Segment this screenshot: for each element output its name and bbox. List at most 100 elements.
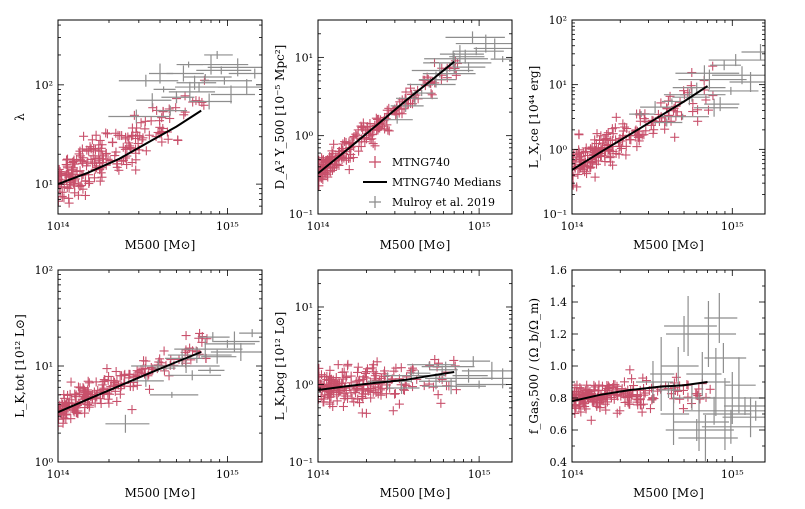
- sim-point: [353, 125, 363, 135]
- panel-2: 10¹⁴ 10¹⁵ 10⁻¹ 10⁰ 10¹ M500 [M⊙] D_A² Y_500 [1…: [273, 19, 513, 252]
- sim-point: [671, 372, 681, 382]
- obs-point: [136, 93, 172, 108]
- sim-point: [70, 181, 80, 191]
- sim-point: [321, 156, 331, 166]
- sim-point: [623, 397, 633, 407]
- sim-point: [349, 385, 359, 395]
- sim-point: [384, 126, 394, 136]
- sim-point: [451, 70, 461, 80]
- sim-point: [656, 98, 666, 108]
- obs-point: [706, 372, 764, 424]
- x-tick-label: 10¹⁵: [721, 220, 744, 233]
- obs-point: [723, 397, 765, 415]
- sim-point: [124, 369, 134, 379]
- sim-point: [390, 389, 400, 399]
- sim-point: [62, 155, 72, 165]
- sim-point: [323, 172, 333, 182]
- sim-point: [96, 146, 106, 156]
- y-tick-label: 10²: [35, 79, 53, 92]
- obs-point: [481, 368, 512, 389]
- sim-point: [586, 415, 596, 425]
- sim-point: [155, 354, 165, 364]
- sim-point: [111, 367, 121, 377]
- sim-point: [132, 123, 142, 133]
- sim-point: [133, 139, 143, 149]
- x-axis-label: M500 [M⊙]: [633, 238, 704, 252]
- legend-entry: MTNG740 Medians: [363, 176, 501, 189]
- y-tick-label: 10⁰: [295, 378, 314, 391]
- sim-point: [371, 387, 381, 397]
- y-tick-label: 10⁰: [35, 456, 54, 469]
- sim-point: [638, 373, 648, 383]
- y-axis-label: L_K,bcg [10¹² L⊙]: [273, 312, 287, 421]
- sim-point: [99, 377, 109, 387]
- sim-point: [345, 153, 355, 163]
- sim-point: [612, 408, 622, 418]
- x-tick-label: 10¹⁴: [561, 220, 584, 233]
- sim-point: [625, 135, 635, 145]
- y-tick-label: 10¹: [295, 51, 313, 64]
- sim-point: [101, 128, 111, 138]
- x-axis-label: M500 [M⊙]: [633, 486, 704, 500]
- sim-point: [104, 398, 114, 408]
- obs-point: [161, 91, 195, 104]
- sim-point: [129, 110, 139, 120]
- sim-point: [64, 198, 74, 208]
- sim-point: [84, 378, 94, 388]
- obs-point: [168, 81, 216, 102]
- sim-point: [98, 151, 108, 161]
- sim-point: [91, 130, 101, 140]
- sim-point: [181, 331, 191, 341]
- sim-point: [382, 120, 392, 130]
- sim-point: [202, 334, 212, 344]
- obs-point: [672, 82, 726, 93]
- sim-point: [608, 129, 618, 139]
- sim-point: [68, 157, 78, 167]
- sim-point: [353, 362, 363, 372]
- sim-point: [124, 138, 134, 148]
- sim-point: [77, 144, 87, 154]
- obs-point: [239, 329, 262, 338]
- sim-point: [678, 404, 688, 414]
- sim-point: [86, 154, 96, 164]
- sim-point: [318, 153, 327, 163]
- obs-point: [429, 365, 458, 374]
- sim-point: [320, 372, 330, 382]
- sim-point: [328, 375, 338, 385]
- obs-point: [729, 71, 765, 92]
- x-tick-label: 10¹⁴: [561, 468, 584, 481]
- sim-point: [574, 152, 584, 162]
- sim-point: [708, 61, 718, 71]
- sim-point: [639, 390, 649, 400]
- sim-point: [600, 151, 610, 161]
- sim-point: [647, 395, 657, 405]
- sim-point: [66, 377, 76, 387]
- y-axis-label: L_X,ce [10⁴⁴ erg]: [527, 66, 541, 169]
- obs-point: [708, 54, 765, 67]
- sim-point: [629, 381, 639, 391]
- sim-point: [582, 380, 592, 390]
- obs-point: [118, 74, 179, 87]
- obs-point: [198, 367, 225, 374]
- sim-point: [677, 111, 687, 121]
- obs-point: [678, 415, 738, 461]
- sim-point: [686, 81, 696, 91]
- sim-point: [153, 127, 163, 137]
- sim-point: [102, 364, 112, 374]
- y-tick-label: 10¹: [295, 301, 313, 314]
- y-tick-label: 0.8: [550, 392, 568, 405]
- sim-point: [113, 130, 123, 140]
- sim-point: [318, 181, 324, 191]
- sim-point: [605, 153, 615, 163]
- sim-point: [112, 396, 122, 406]
- obs-point: [461, 361, 512, 380]
- sim-point: [84, 178, 94, 188]
- sim-point: [74, 149, 84, 159]
- sim-point: [649, 125, 659, 135]
- obs-point: [190, 93, 232, 110]
- obs-point: [228, 68, 262, 79]
- sim-point: [135, 131, 145, 141]
- sim-point: [339, 389, 349, 399]
- obs-point: [704, 97, 740, 112]
- sim-point: [333, 360, 343, 370]
